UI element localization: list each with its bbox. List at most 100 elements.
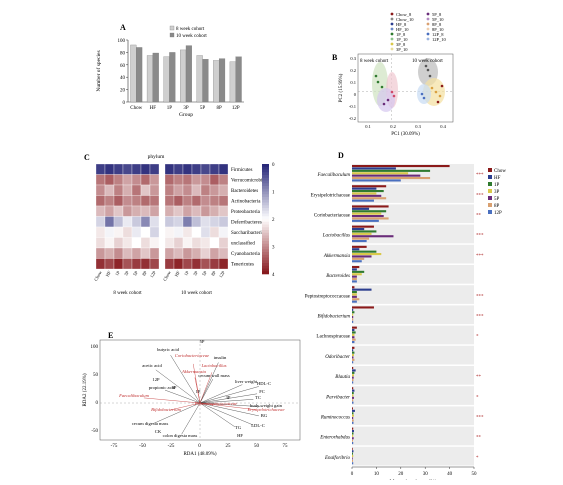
- row-label: Proteobacteria: [231, 210, 261, 215]
- bar: [352, 447, 353, 450]
- y-axis-label: RDA2 (22.19%): [83, 373, 88, 406]
- taxon-label: Faecalibaculum: [118, 393, 150, 398]
- bar: [352, 329, 355, 332]
- colorbar-segment: [262, 205, 269, 209]
- colorbar-label: 4: [272, 273, 275, 278]
- taxon-label: Erysipelotrichaceae: [311, 193, 351, 198]
- bar: [352, 288, 372, 291]
- legend-label: 1P: [494, 183, 500, 188]
- legend-marker: [390, 12, 394, 16]
- taxon-label: Lactobacillus: [322, 234, 350, 239]
- scatter-point: [392, 94, 396, 98]
- env-label: TC: [255, 395, 261, 400]
- legend-marker: [426, 37, 430, 41]
- bar: [352, 392, 354, 395]
- bar: [352, 358, 355, 361]
- bar: [352, 172, 409, 175]
- heatmap-cell: [191, 216, 202, 228]
- heatmap-cell: [95, 247, 106, 259]
- x-tick-label: 40: [447, 472, 453, 477]
- heatmap-cell: [173, 237, 184, 249]
- heatmap-cell: [182, 163, 193, 175]
- x-tick-label: 0: [351, 472, 354, 477]
- row-band: [352, 426, 474, 446]
- heatmap-cell: [218, 216, 229, 228]
- y-axis-label: Number of species: [95, 50, 102, 91]
- heatmap-cell: [164, 174, 175, 186]
- env-label: cecum wall mass: [198, 373, 230, 378]
- x-axis-label: RDA1 (48.09%): [183, 452, 216, 457]
- bar: [352, 409, 355, 412]
- heatmap-cell: [209, 205, 220, 217]
- heatmap-cell: [209, 195, 220, 207]
- heatmap-cell: [209, 258, 220, 270]
- taxon-label: Enalforibrio: [324, 456, 351, 461]
- bar: [352, 376, 354, 379]
- env-vector: [164, 389, 201, 404]
- cluster-ellipse: [377, 88, 395, 112]
- species-bar-chart: A 0 20 40 60 80 100 Chow HF 1P 3P 5P 8P 12P Group Numbe…: [95, 23, 244, 118]
- legend-label: HF_10: [396, 27, 409, 32]
- heatmap-cell: [122, 226, 133, 238]
- heatmap-cell: [122, 216, 133, 228]
- heatmap-cell: [104, 163, 115, 175]
- bar: [352, 280, 357, 283]
- heatmap-cell: [200, 163, 211, 175]
- col-label: 5P: [201, 270, 208, 277]
- heatmap-cell: [173, 226, 184, 238]
- x-tick-label: HF: [150, 106, 157, 111]
- taxon-label: Bacteroides: [326, 274, 350, 279]
- heatmap-cell: [140, 163, 151, 175]
- bar: [352, 270, 365, 273]
- heatmap-cell: [173, 216, 184, 228]
- row-label: Saccharibacteria: [231, 231, 265, 236]
- scatter-point: [422, 96, 426, 100]
- scatter-point: [438, 94, 442, 98]
- bar: [352, 268, 357, 271]
- col-label: 3P: [192, 270, 199, 277]
- colorbar-segment: [262, 271, 269, 275]
- scatter-point: [374, 74, 378, 78]
- env-vector: [181, 402, 201, 435]
- bar: [352, 462, 354, 465]
- legend-label: 8P_8: [432, 22, 442, 27]
- y-tick-label: 100: [118, 39, 126, 44]
- env-vector: [199, 402, 259, 417]
- bar: [352, 253, 382, 256]
- heatmap-cell: [122, 237, 133, 249]
- y-tick-label: 100: [91, 345, 99, 350]
- panel-d: D Faecalibaculum *** Erysipelotrichaceae ***…: [300, 150, 563, 485]
- colorbar-segment: [262, 191, 269, 195]
- heatmap-cell: [140, 247, 151, 259]
- env-label: cecum digesta mass: [132, 421, 169, 426]
- legend-label: Chow_10: [396, 17, 414, 22]
- bar: [352, 248, 360, 251]
- significance-mark: ***: [476, 315, 484, 320]
- heatmap-cell: [218, 195, 229, 207]
- legend-label: 5P_8: [432, 12, 442, 17]
- bar: [352, 399, 354, 402]
- bar: [352, 192, 377, 195]
- heatmap-cell: [182, 258, 193, 270]
- bar: [352, 187, 377, 190]
- heatmap-cell: [113, 184, 124, 196]
- scatter-point: [436, 100, 440, 104]
- col-label: HF: [105, 270, 112, 278]
- heatmap-cell: [149, 184, 160, 196]
- x-axis-label: Group: [179, 112, 193, 118]
- heatmap-cell: [131, 258, 142, 270]
- heatmap-cell: [209, 216, 220, 228]
- bar: [352, 457, 353, 460]
- heatmap-cell: [173, 163, 184, 175]
- taxon-label: Lactobacillus: [200, 363, 226, 368]
- heatmap-cell: [182, 184, 193, 196]
- heatmap-cell: [140, 195, 151, 207]
- heatmap-cell: [182, 226, 193, 238]
- bar: [352, 401, 354, 404]
- y-tick-label: 0.3: [350, 56, 356, 61]
- colorbar-segment: [262, 199, 269, 203]
- legend-marker: [426, 17, 430, 21]
- env-label: FC: [259, 389, 265, 394]
- colorbar-segment: [262, 216, 269, 220]
